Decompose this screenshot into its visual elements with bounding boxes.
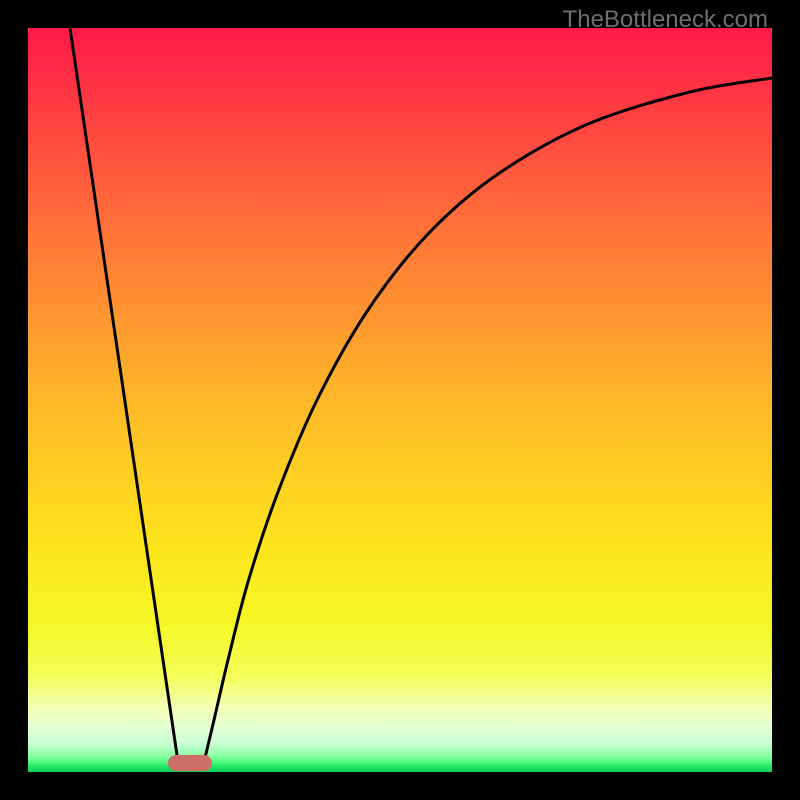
frame-border-bottom	[0, 772, 800, 800]
watermark-text: TheBottleneck.com	[563, 6, 768, 34]
frame-border-left	[0, 0, 28, 800]
gradient-background	[28, 28, 772, 772]
optimal-marker	[168, 755, 212, 771]
chart-container: { "watermark": { "text": "TheBottleneck.…	[0, 0, 800, 800]
frame-border-right	[772, 0, 800, 800]
